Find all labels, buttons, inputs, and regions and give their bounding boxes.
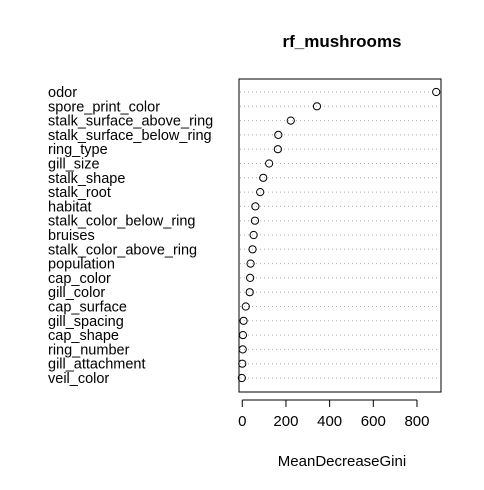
data-point xyxy=(238,359,247,368)
data-point xyxy=(238,345,247,354)
variable-label: cap_color xyxy=(48,271,111,287)
data-point xyxy=(286,116,295,125)
variable-label: ring_type xyxy=(48,142,108,158)
variable-label: cap_shape xyxy=(48,328,119,344)
data-point xyxy=(256,188,265,197)
data-point xyxy=(237,373,246,383)
variable-label: stalk_color_below_ring xyxy=(48,214,196,230)
variable-label: odor xyxy=(48,85,77,101)
variable-label: gill_size xyxy=(48,157,100,173)
variable-label: stalk_surface_below_ring xyxy=(48,128,212,144)
variable-label: spore_print_color xyxy=(48,99,160,115)
variable-labels: odorspore_print_colorstalk_surface_above… xyxy=(48,85,213,387)
data-point xyxy=(250,216,260,225)
data-point xyxy=(251,202,260,211)
x-tick-label: 600 xyxy=(361,413,386,430)
guide-lines xyxy=(240,91,440,379)
data-point xyxy=(274,130,283,139)
variable-label: stalk_root xyxy=(48,185,111,201)
data-point xyxy=(241,302,250,311)
variable-label: stalk_shape xyxy=(48,171,125,187)
chart-title: rf_mushrooms xyxy=(282,32,401,51)
data-points xyxy=(237,87,441,383)
variable-label: population xyxy=(48,257,115,273)
variable-label: stalk_color_above_ring xyxy=(48,242,197,258)
variable-label: bruises xyxy=(48,228,95,244)
data-point xyxy=(265,159,274,168)
variable-label: cap_surface xyxy=(48,300,127,316)
data-point xyxy=(238,331,248,340)
data-point xyxy=(259,173,268,182)
variable-label: ring_number xyxy=(48,342,130,358)
data-point xyxy=(239,316,248,325)
data-point xyxy=(245,288,254,297)
x-tick-label: 200 xyxy=(273,413,298,430)
variable-label: gill_attachment xyxy=(48,357,146,373)
data-point xyxy=(249,230,258,240)
data-point xyxy=(312,102,322,111)
data-point xyxy=(246,273,255,282)
x-tick-label: 800 xyxy=(404,413,429,430)
data-point xyxy=(432,87,441,97)
variable-label: veil_color xyxy=(48,371,109,387)
data-point xyxy=(246,259,255,268)
plot-frame xyxy=(238,78,442,393)
x-tick-label: 0 xyxy=(238,413,246,430)
x-tick-label: 400 xyxy=(317,413,342,430)
variable-label: habitat xyxy=(48,199,92,215)
data-point xyxy=(273,145,282,154)
variable-label: gill_color xyxy=(48,285,105,301)
variable-label: stalk_surface_above_ring xyxy=(48,114,213,130)
x-axis-label: MeanDecreaseGini xyxy=(278,453,406,470)
x-axis: 0 200 400 600 800 xyxy=(238,399,429,430)
data-point xyxy=(248,245,257,254)
variable-label: gill_spacing xyxy=(48,314,124,330)
